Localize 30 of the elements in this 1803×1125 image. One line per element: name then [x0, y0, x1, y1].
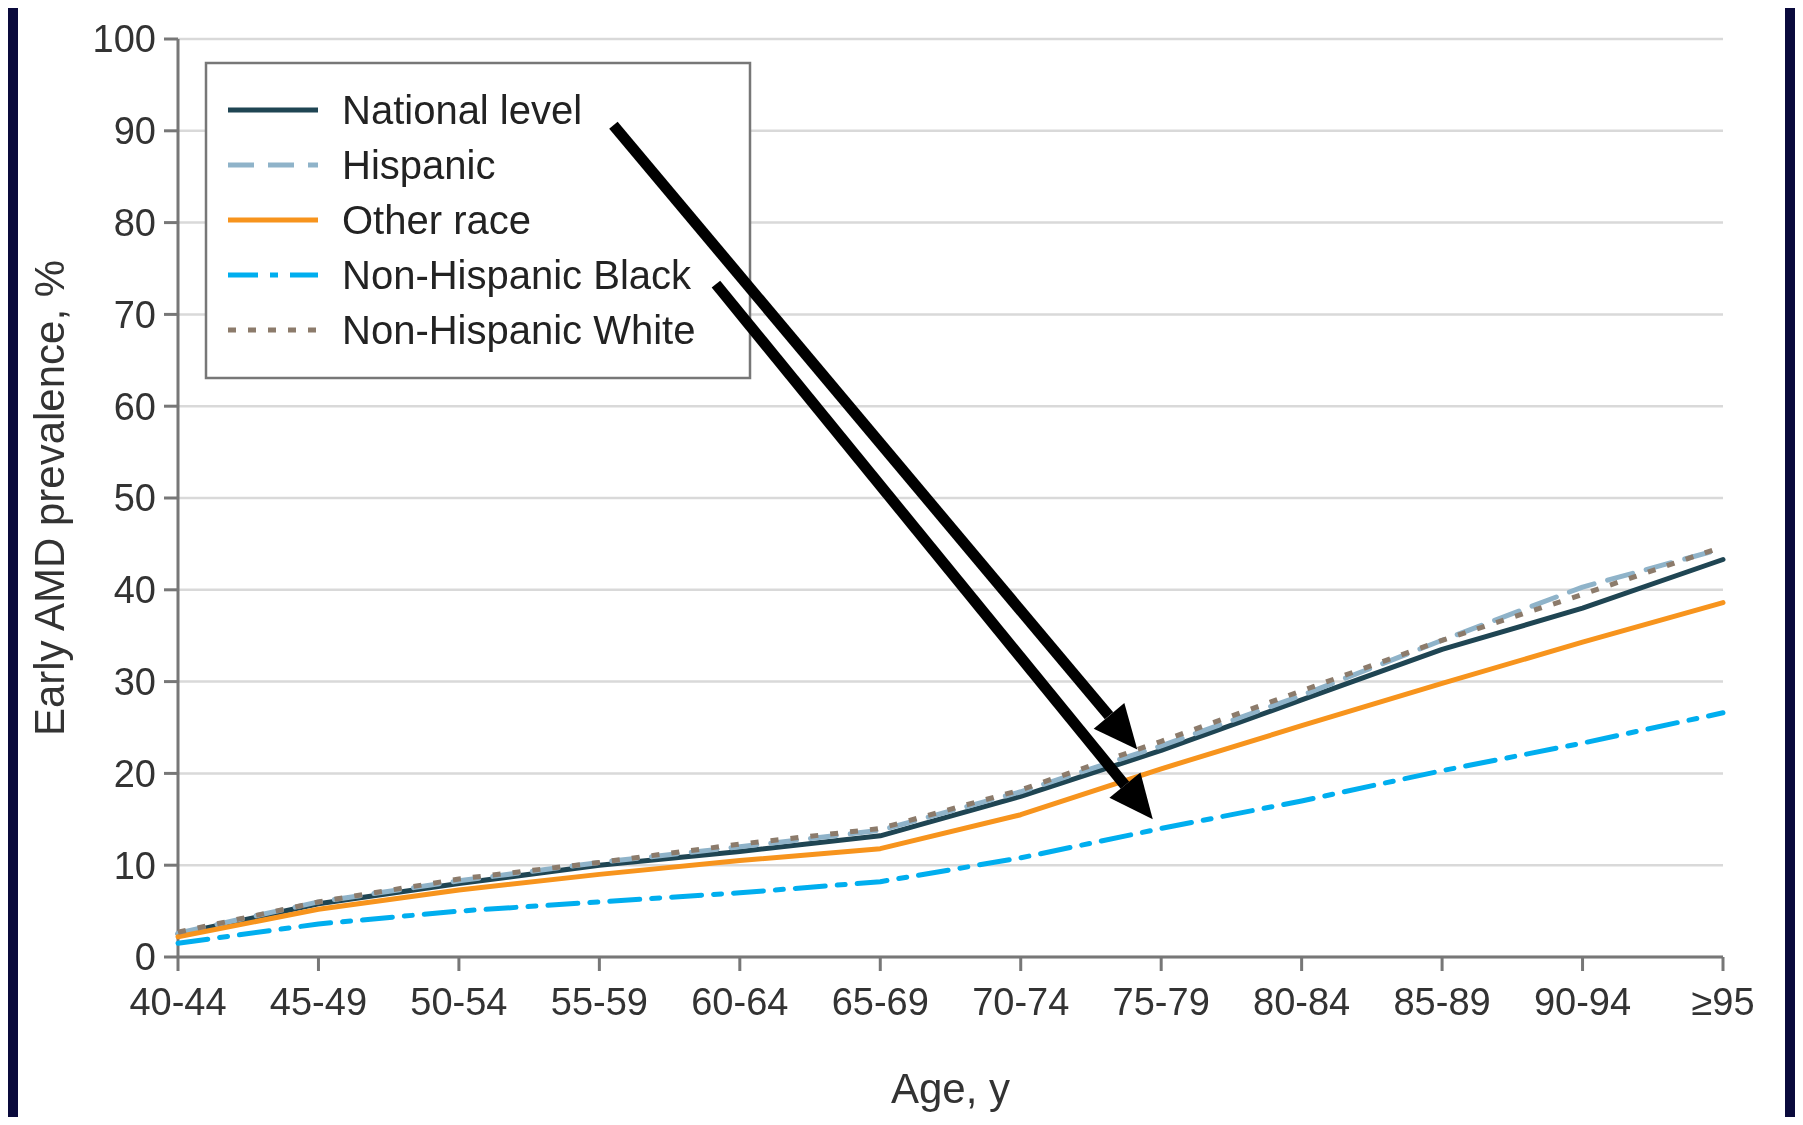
legend-label: Non-Hispanic Black	[342, 253, 693, 297]
x-tick-label: 60-64	[691, 981, 789, 1023]
x-tick-label: 70-74	[972, 981, 1070, 1023]
x-tick-label: 50-54	[410, 981, 508, 1023]
legend-label: National level	[342, 88, 583, 132]
legend-label: Other race	[342, 198, 531, 242]
y-tick-label: 10	[113, 844, 156, 887]
x-tick-label: 65-69	[831, 981, 929, 1023]
y-tick-label: 0	[134, 936, 156, 979]
y-tick-label: 20	[113, 752, 156, 795]
y-tick-label: 100	[92, 18, 156, 61]
y-axis-title: Early AMD prevalence, %	[26, 259, 73, 737]
legend-label: Non-Hispanic White	[342, 308, 696, 352]
x-tick-label: 40-44	[129, 981, 227, 1023]
x-tick-label: ≥95	[1691, 981, 1755, 1023]
x-tick-label: 75-79	[1112, 981, 1210, 1023]
y-tick-label: 30	[113, 660, 156, 703]
x-tick-label: 90-94	[1533, 981, 1632, 1023]
x-tick-label: 45-49	[269, 981, 368, 1023]
y-tick-label: 80	[113, 201, 156, 244]
legend-label: Hispanic	[342, 143, 496, 187]
y-tick-label: 90	[113, 110, 156, 153]
x-tick-label: 55-59	[550, 981, 648, 1023]
x-tick-label: 85-89	[1393, 981, 1491, 1023]
y-tick-label: 50	[113, 477, 156, 520]
y-tick-label: 40	[113, 569, 156, 612]
x-tick-label: 80-84	[1253, 981, 1351, 1023]
y-tick-label: 70	[113, 293, 156, 336]
x-axis-title: Age, y	[890, 1065, 1011, 1112]
y-tick-label: 60	[113, 385, 156, 428]
